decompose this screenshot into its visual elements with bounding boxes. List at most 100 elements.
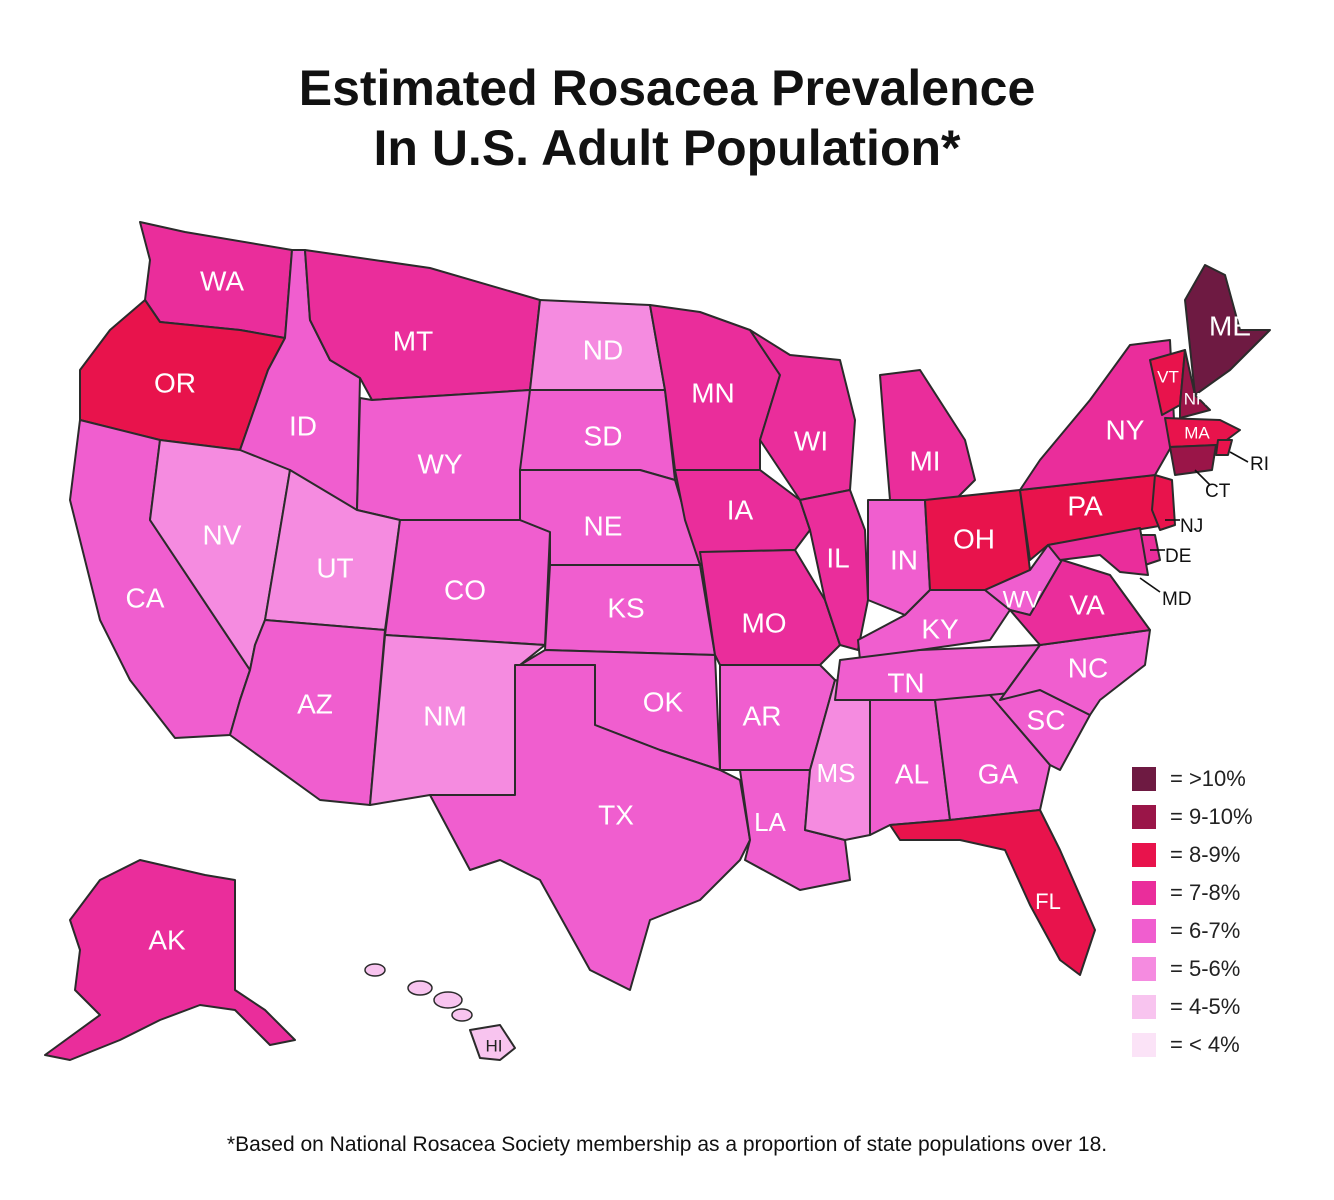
state-label-ca: CA [126, 582, 165, 613]
state-label-wa: WA [200, 265, 244, 296]
state-label-sc: SC [1027, 704, 1066, 735]
leader-line-md [1139, 577, 1161, 593]
state-label-mt: MT [393, 325, 433, 356]
state-label-hi: HI [486, 1036, 503, 1055]
footnote: *Based on National Rosacea Society membe… [226, 1133, 1108, 1156]
state-label-ct: CT [1205, 481, 1231, 502]
state-label-vt: VT [1157, 367, 1179, 386]
hawaii-island [433, 991, 463, 1009]
state-label-la: LA [754, 807, 786, 837]
state-label-tn: TN [887, 667, 924, 698]
state-fl [889, 809, 1096, 976]
leader-line-ri [1229, 451, 1249, 463]
legend-label: = 4-5% [1170, 994, 1241, 1019]
legend-label: = >10% [1170, 766, 1246, 791]
state-label-il: IL [826, 542, 849, 573]
state-label-ok: OK [643, 686, 684, 717]
hawaii-island [451, 1008, 473, 1022]
state-label-de: DE [1165, 546, 1191, 567]
state-ri [1215, 439, 1233, 456]
legend-swatch [1132, 995, 1156, 1019]
legend-item: = < 4% [1132, 1026, 1282, 1064]
state-label-az: AZ [297, 688, 333, 719]
state-label-fl: FL [1035, 889, 1061, 914]
state-label-nh: NH [1184, 389, 1209, 408]
state-ga [934, 694, 1051, 821]
state-label-ny: NY [1106, 414, 1145, 445]
legend-swatch [1132, 843, 1156, 867]
legend-label: = 5-6% [1170, 956, 1241, 981]
legend-item: = 9-10% [1132, 798, 1282, 836]
legend-label: = 8-9% [1170, 842, 1241, 867]
state-label-al: AL [895, 758, 929, 789]
state-label-mo: MO [741, 607, 786, 638]
state-mi [879, 369, 976, 501]
state-co [384, 519, 551, 646]
state-label-id: ID [289, 410, 317, 441]
state-md [1047, 527, 1149, 576]
state-tx [429, 664, 751, 991]
state-label-mn: MN [691, 377, 735, 408]
state-label-ky: KY [921, 613, 959, 644]
state-label-wv: WV [1003, 586, 1042, 613]
state-label-md: MD [1162, 589, 1192, 610]
state-label-mi: MI [909, 445, 940, 476]
legend-swatch [1132, 881, 1156, 905]
state-label-va: VA [1069, 589, 1105, 620]
state-ct [1169, 444, 1217, 476]
legend: = >10% = 9-10% = 8-9% = 7-8% = 6-7% = 5-6% = 4… [1132, 760, 1282, 1064]
state-label-me: ME [1209, 310, 1251, 341]
legend-swatch [1132, 1033, 1156, 1057]
state-label-sd: SD [584, 420, 623, 451]
legend-item: = 7-8% [1132, 874, 1282, 912]
hawaii-island [364, 963, 386, 977]
legend-label: = 7-8% [1170, 880, 1241, 905]
state-label-ga: GA [978, 758, 1019, 789]
state-hi [469, 1024, 516, 1061]
legend-swatch [1132, 767, 1156, 791]
state-label-pa: PA [1067, 490, 1103, 521]
title-line-1: Estimated Rosacea Prevalence [298, 60, 1036, 116]
legend-item: = >10% [1132, 760, 1282, 798]
legend-swatch [1132, 805, 1156, 829]
legend-swatch [1132, 919, 1156, 943]
state-va [1009, 559, 1151, 646]
state-label-nj: NJ [1180, 516, 1203, 537]
legend-swatch [1132, 957, 1156, 981]
state-label-co: CO [444, 574, 486, 605]
state-label-or: OR [154, 367, 196, 398]
state-label-ms: MS [817, 758, 856, 788]
state-label-ks: KS [607, 592, 644, 623]
state-label-ar: AR [743, 700, 782, 731]
state-label-nm: NM [423, 700, 467, 731]
state-mo [699, 549, 841, 666]
leader-line-ct [1194, 469, 1211, 486]
state-nj [1151, 474, 1176, 531]
state-ak [44, 859, 296, 1061]
legend-label: = 9-10% [1170, 804, 1253, 829]
state-label-ne: NE [584, 510, 623, 541]
state-label-tx: TX [598, 799, 634, 830]
state-label-nd: ND [583, 334, 623, 365]
state-label-ut: UT [316, 552, 353, 583]
title-line-2: In U.S. Adult Population* [373, 120, 961, 176]
state-label-ri: RI [1250, 454, 1269, 475]
legend-item: = 8-9% [1132, 836, 1282, 874]
state-me [1184, 264, 1271, 396]
legend-item: = 5-6% [1132, 950, 1282, 988]
map-title: Estimated Rosacea Prevalence In U.S. Adu… [0, 58, 1334, 178]
state-nh [1179, 349, 1211, 419]
state-label-ak: AK [148, 924, 186, 955]
legend-item: = 6-7% [1132, 912, 1282, 950]
state-label-oh: OH [953, 523, 995, 554]
hawaii-island [407, 980, 433, 996]
state-label-nv: NV [203, 519, 242, 550]
state-label-ia: IA [727, 494, 754, 525]
state-label-nc: NC [1068, 652, 1108, 683]
legend-label: = 6-7% [1170, 918, 1241, 943]
state-label-wi: WI [794, 425, 828, 456]
legend-label: = < 4% [1170, 1032, 1240, 1057]
state-label-ma: MA [1184, 423, 1210, 442]
state-label-wy: WY [417, 448, 462, 479]
